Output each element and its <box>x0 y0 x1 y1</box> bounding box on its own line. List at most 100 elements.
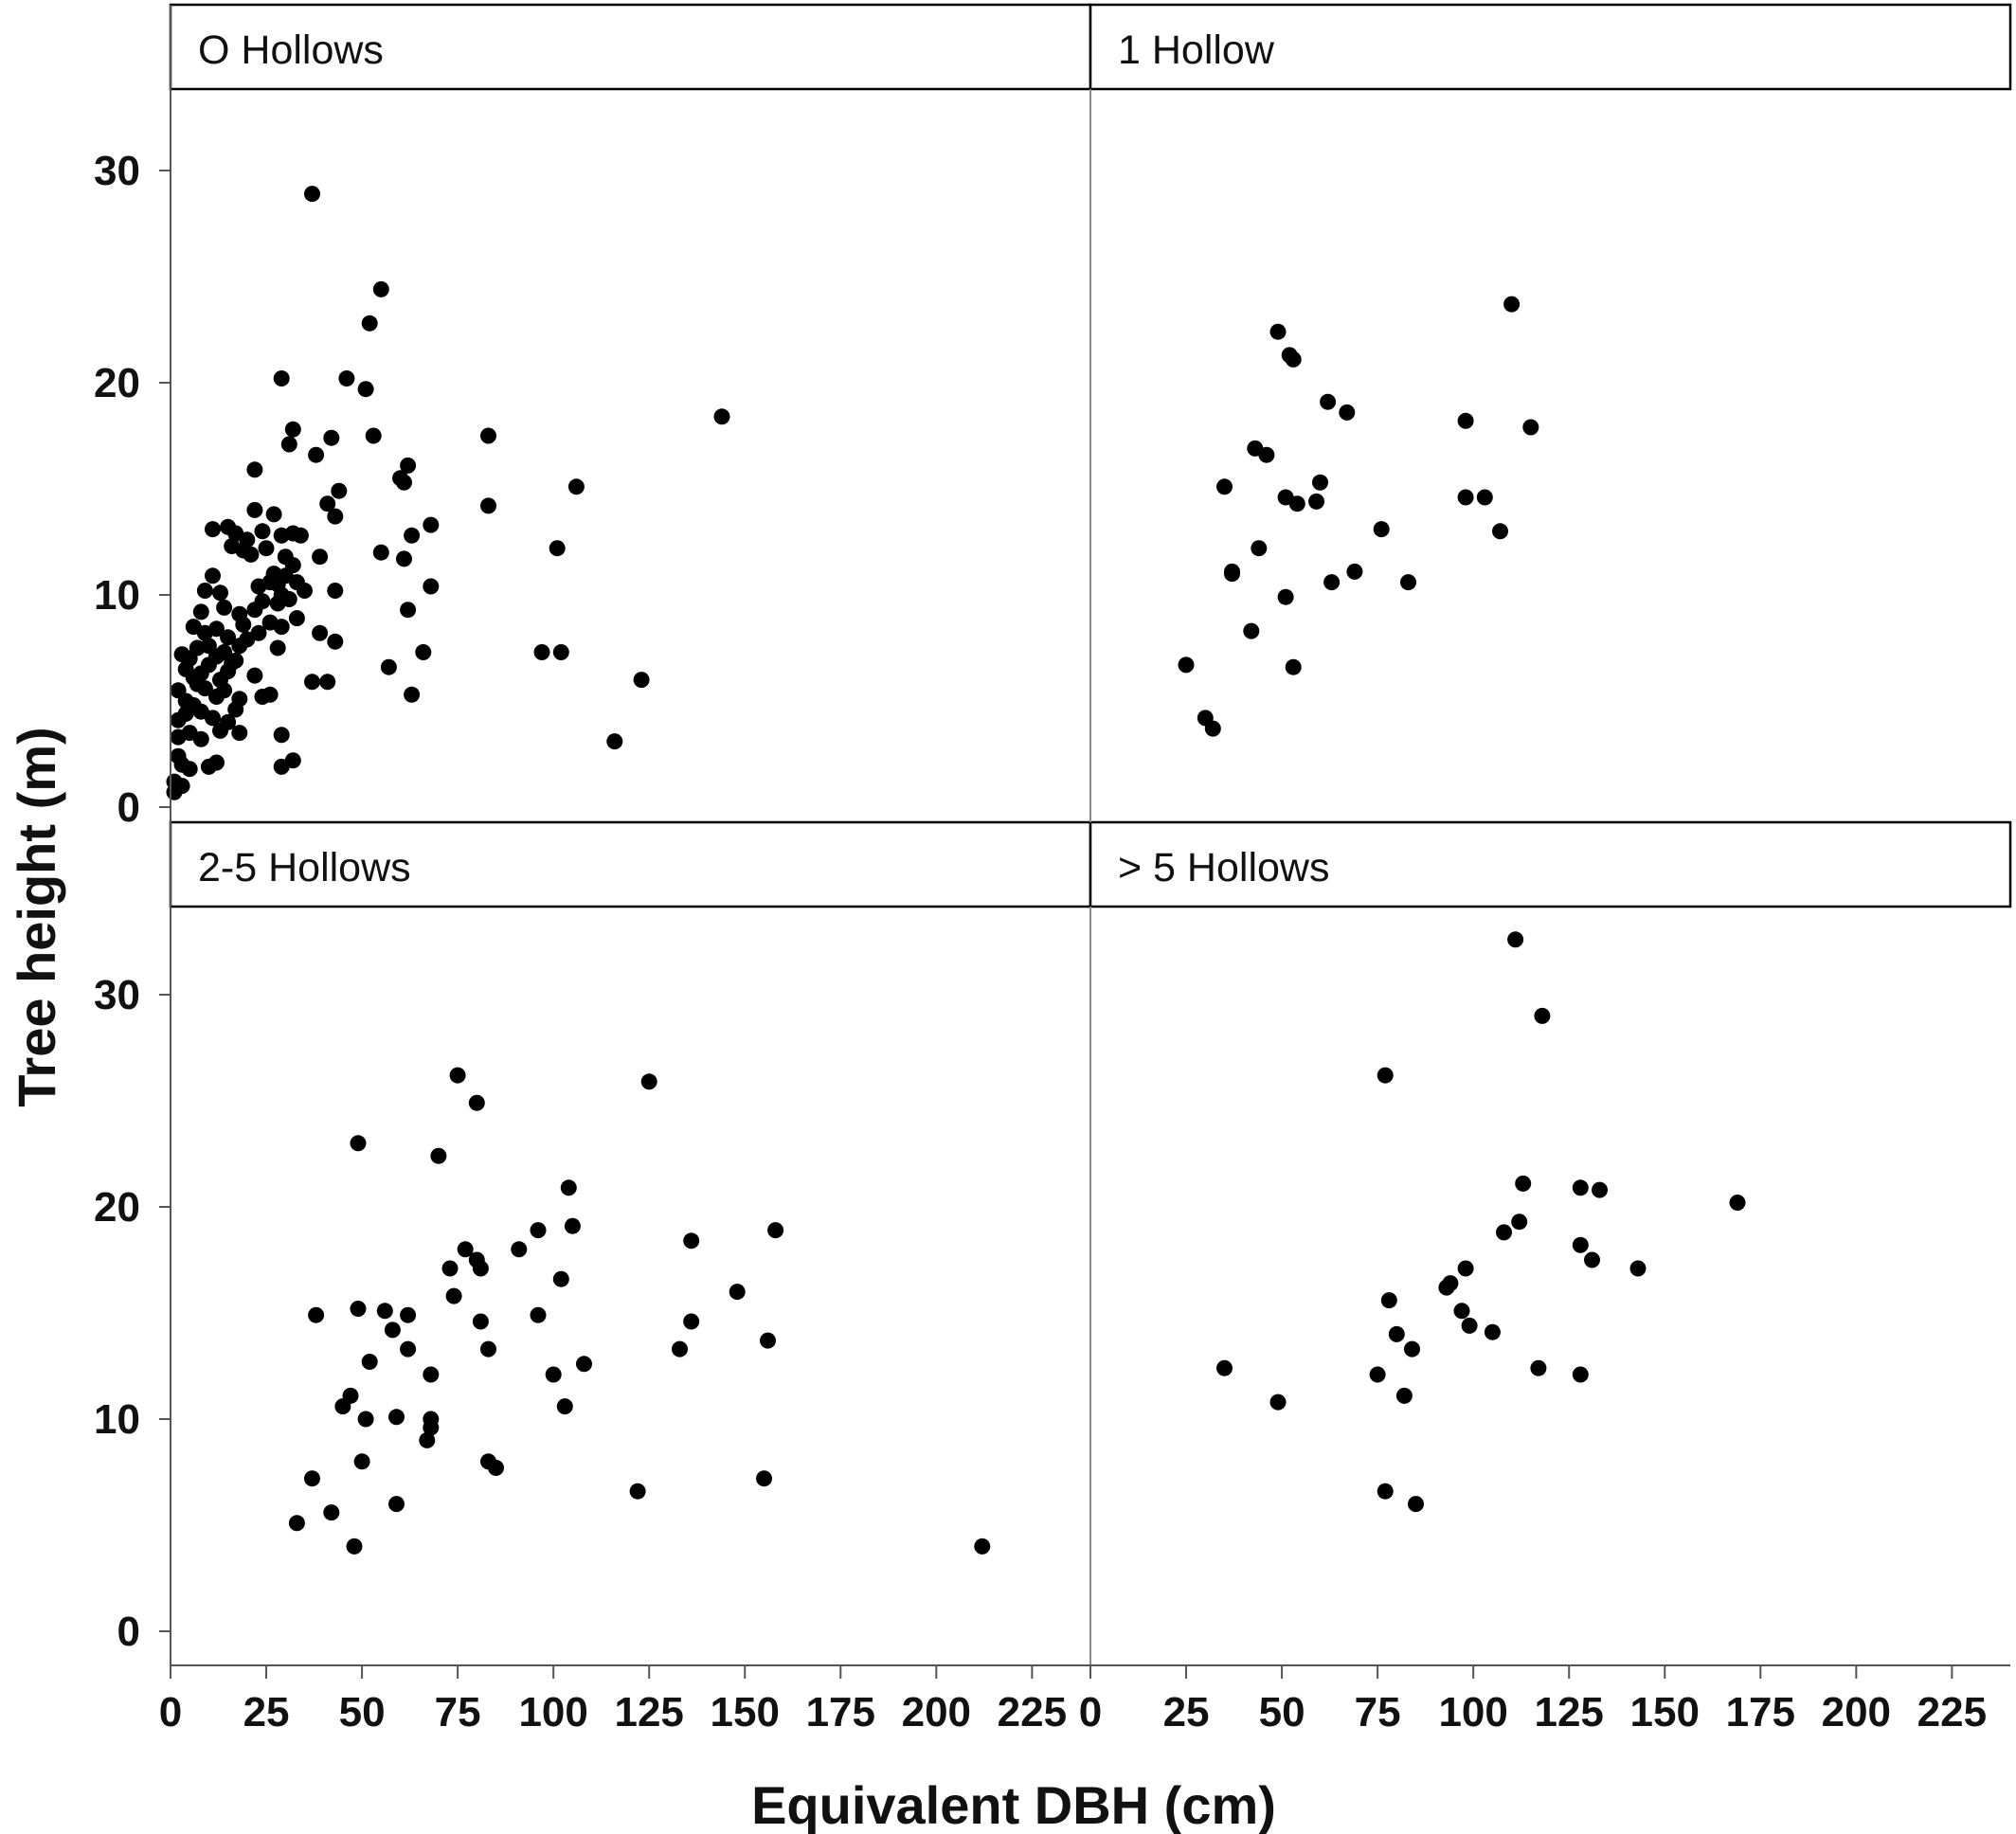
data-point <box>227 701 244 718</box>
data-point <box>312 548 329 566</box>
data-point <box>445 1287 462 1304</box>
panel-label: 1 Hollow <box>1118 27 1275 73</box>
y-tick-label: 10 <box>94 1396 140 1443</box>
data-point <box>1530 1359 1547 1376</box>
data-point <box>1380 1292 1397 1309</box>
data-point <box>346 1537 363 1555</box>
data-point <box>729 1284 746 1301</box>
data-point <box>488 1460 504 1476</box>
panels-layer: O Hollows 1 Hollow 2-5 Hollows > 5 Hollows <box>166 3 2012 1555</box>
data-point <box>1204 720 1221 737</box>
data-point <box>1258 446 1275 463</box>
data-point <box>361 315 378 332</box>
y-tick-label: 10 <box>94 572 140 619</box>
x-tick-label: 25 <box>1163 1689 1210 1735</box>
data-point <box>567 478 585 495</box>
data-point <box>304 1470 320 1487</box>
data-point <box>530 1306 547 1323</box>
data-point <box>549 540 566 557</box>
data-point <box>216 599 233 616</box>
data-point <box>1408 1496 1424 1513</box>
data-point <box>1572 1236 1589 1253</box>
data-point <box>1629 1260 1647 1277</box>
data-point <box>1507 931 1524 948</box>
data-point <box>208 620 225 638</box>
x-tick-label: 225 <box>998 1689 1067 1735</box>
panel-strip <box>1089 3 2012 91</box>
data-point <box>1515 1175 1532 1192</box>
data-point <box>1511 1214 1528 1231</box>
data-point <box>365 427 382 444</box>
x-tick-label: 75 <box>1355 1689 1401 1735</box>
data-point <box>376 1303 393 1320</box>
data-point <box>1457 1260 1474 1277</box>
data-point <box>1251 540 1268 557</box>
data-point <box>396 474 412 491</box>
data-point <box>246 461 263 478</box>
data-point <box>1216 478 1233 495</box>
data-point <box>760 1332 776 1349</box>
data-point <box>1496 1224 1512 1241</box>
data-point <box>552 644 569 660</box>
x-tick-label: 100 <box>1438 1689 1507 1735</box>
data-point <box>1178 656 1195 674</box>
data-point <box>350 1135 367 1152</box>
data-point <box>1457 412 1474 429</box>
data-point <box>304 186 320 203</box>
data-point <box>1572 1366 1589 1383</box>
data-point <box>273 619 290 636</box>
data-point <box>1369 1366 1386 1383</box>
data-point <box>227 652 244 669</box>
data-point <box>1373 521 1390 538</box>
x-tick-label: 175 <box>806 1689 875 1735</box>
data-point <box>1453 1303 1470 1320</box>
x-tick-label: 175 <box>1726 1689 1795 1735</box>
data-point <box>220 629 237 646</box>
data-point <box>243 546 260 563</box>
panel-label: > 5 Hollows <box>1118 845 1329 890</box>
y-tick-label: 30 <box>94 972 140 1018</box>
data-point <box>672 1340 688 1358</box>
data-point <box>400 457 417 474</box>
data-point <box>560 1179 577 1196</box>
data-point <box>273 370 290 387</box>
data-point <box>254 593 271 610</box>
y-tick-label: 0 <box>117 1609 140 1655</box>
data-point <box>284 525 301 542</box>
data-point <box>1346 563 1363 580</box>
data-point <box>327 508 344 525</box>
data-point <box>265 506 282 523</box>
data-point <box>205 567 221 584</box>
data-point <box>319 495 336 512</box>
data-point <box>1323 574 1341 591</box>
data-point <box>312 624 329 641</box>
data-point <box>1438 1279 1455 1296</box>
data-point <box>1285 351 1302 368</box>
data-point <box>552 1270 569 1287</box>
x-tick-label: 100 <box>518 1689 587 1735</box>
data-point <box>400 1340 417 1358</box>
data-point <box>319 674 336 691</box>
data-point <box>212 722 228 739</box>
data-point <box>1243 622 1260 639</box>
x-tick-label: 125 <box>1534 1689 1603 1735</box>
data-point <box>280 591 297 607</box>
data-point <box>480 497 496 514</box>
data-point <box>1522 419 1539 436</box>
data-point <box>423 1366 440 1383</box>
data-point <box>457 1241 474 1258</box>
data-point <box>338 370 355 387</box>
x-tick-label: 125 <box>614 1689 683 1735</box>
data-point <box>380 658 397 675</box>
data-point <box>331 482 348 499</box>
data-point <box>258 540 275 557</box>
data-point <box>441 1260 459 1277</box>
data-point <box>323 1504 340 1521</box>
data-point <box>633 672 650 689</box>
panel-label: O Hollows <box>198 27 384 73</box>
data-point <box>683 1232 700 1250</box>
data-point <box>1285 658 1302 675</box>
data-point <box>415 644 432 660</box>
x-tick-label: 200 <box>1822 1689 1891 1735</box>
